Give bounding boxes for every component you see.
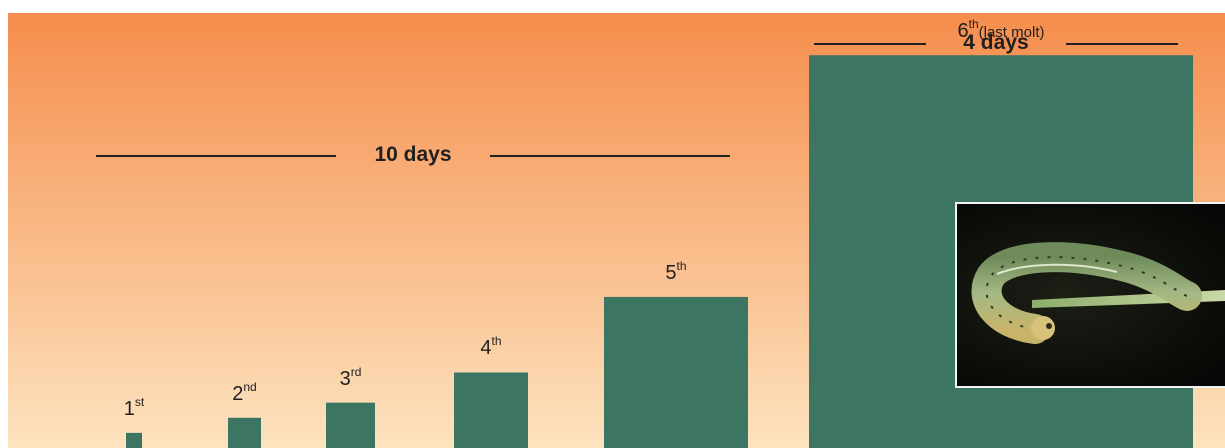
bar-label-suffix: nd [243, 379, 257, 394]
bar-label-ordinal: 3 [339, 367, 351, 390]
bar-label-suffix: th [968, 17, 979, 32]
span-line-left [96, 155, 336, 157]
bar-label-3: 3rd [271, 365, 431, 391]
bar-label-1: 1st [54, 395, 214, 421]
bar-label-ordinal: 4 [480, 337, 492, 360]
bar-label-suffix: th [491, 334, 502, 349]
span-label: 4 days [963, 31, 1029, 54]
bar-label-6: 6th(last molt) [921, 17, 1081, 43]
chart-area: 1st 2nd 3rd 4th 5th 6th(last molt) 10 days 4 da… [8, 13, 1225, 448]
span-label: 10 days [374, 143, 452, 166]
caterpillar-icon [971, 242, 1225, 344]
bar-label-5: 5th [596, 259, 756, 285]
bar-instar-1 [126, 432, 142, 448]
bar-label-ordinal: 6 [957, 20, 969, 43]
bar-label-note: (last molt) [978, 24, 1045, 42]
bar-label-4: 4th [411, 334, 571, 360]
span-line-right [1066, 43, 1178, 45]
bar-label-ordinal: 2 [232, 382, 244, 405]
span-line-left [814, 43, 926, 45]
bar-label-ordinal: 1 [123, 397, 135, 420]
bar-instar-2 [228, 417, 261, 448]
bar-label-suffix: rd [350, 364, 362, 379]
span-line-right [490, 155, 730, 157]
bar-instar-3 [326, 402, 375, 448]
bar-label-2: 2nd [165, 380, 325, 406]
bar-label-suffix: th [676, 258, 687, 273]
caterpillar-photo [955, 202, 1225, 388]
bar-label-suffix: st [134, 394, 145, 409]
bar-label-ordinal: 5 [665, 261, 677, 284]
bar-instar-5 [604, 296, 748, 448]
bar-instar-4 [454, 372, 528, 448]
